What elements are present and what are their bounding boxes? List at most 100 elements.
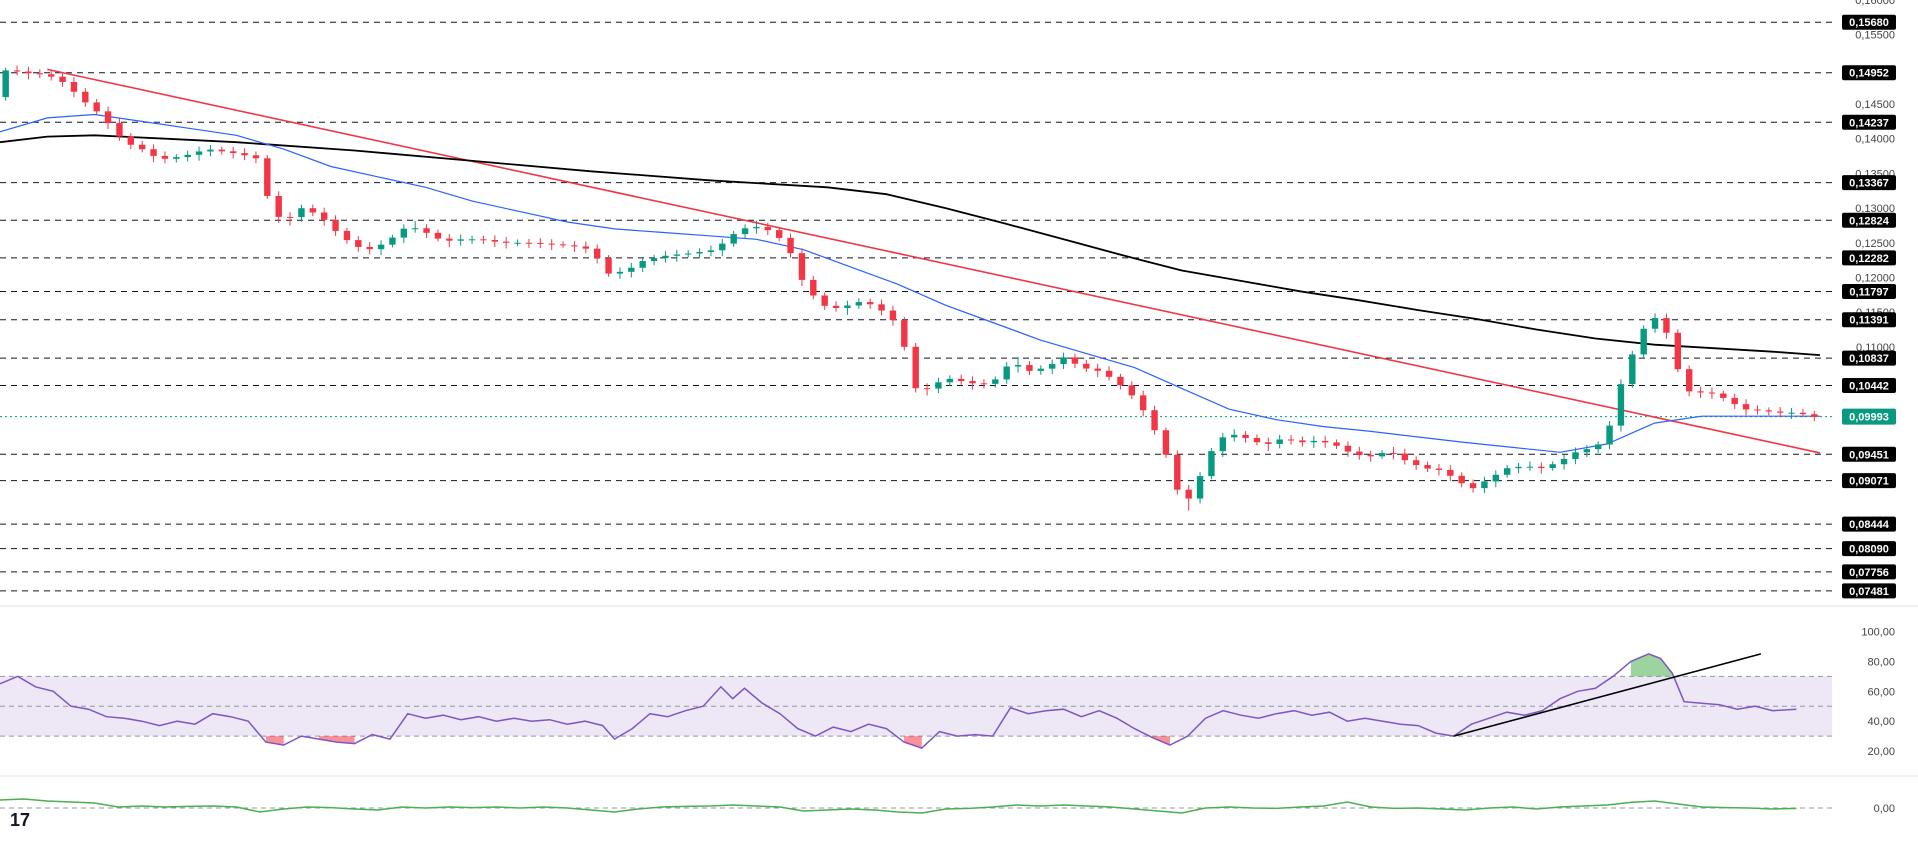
candle-body <box>400 228 408 238</box>
candle-body <box>309 208 317 213</box>
candle-body <box>1742 404 1750 410</box>
candle-body <box>423 228 430 233</box>
candle-body <box>1037 368 1045 371</box>
candle-body <box>1594 444 1602 450</box>
candle-body <box>1310 440 1318 443</box>
candle-body <box>1640 328 1647 355</box>
candle-body <box>582 246 590 249</box>
rsi-oversold-fill <box>265 736 284 746</box>
candle-body <box>218 149 226 152</box>
candle-body <box>1629 354 1636 385</box>
level-label-bg <box>1842 473 1896 489</box>
candle-body <box>1481 481 1488 489</box>
candle-body <box>241 153 248 156</box>
candle-body <box>1674 332 1682 370</box>
candle-body <box>1071 357 1079 364</box>
price-axis-tick-label: 0,12000 <box>1855 272 1895 284</box>
candle-body <box>548 243 555 245</box>
candle-body <box>355 240 362 247</box>
level-label-bg <box>1842 312 1896 328</box>
candle-body <box>593 248 601 259</box>
candle-body <box>1731 397 1738 405</box>
level-label: 0,13367 <box>1849 178 1889 190</box>
candle-body <box>138 144 146 150</box>
candle-body <box>36 73 44 75</box>
level-label: 0,10837 <box>1849 353 1889 365</box>
current-price-label-bg <box>1842 408 1896 425</box>
candle-body <box>673 254 681 256</box>
candle-body <box>1253 437 1261 443</box>
candle-body <box>2 70 9 98</box>
candle-body <box>855 302 863 306</box>
candle-body <box>1799 412 1807 415</box>
candle-body <box>1401 453 1409 461</box>
candle-body <box>332 219 339 231</box>
candle-body <box>946 378 954 383</box>
candle-body <box>969 381 976 384</box>
rsi-oversold-fill <box>904 736 922 749</box>
candle-body <box>1185 489 1192 499</box>
level-label: 0,11391 <box>1849 315 1888 327</box>
candle-body <box>1560 459 1568 465</box>
tradingview-logo: 17 <box>10 810 30 830</box>
candle-body <box>264 158 271 196</box>
candle-body <box>1139 395 1147 411</box>
rsi-line <box>0 653 1797 749</box>
level-label-bg <box>1842 541 1896 557</box>
candle-body <box>810 279 817 296</box>
candle-body <box>1424 465 1431 469</box>
candle-body <box>1333 442 1340 446</box>
candle-body <box>1219 437 1227 452</box>
level-label-bg <box>1842 446 1896 462</box>
grid-layer <box>0 605 1918 777</box>
candle-body <box>195 151 203 155</box>
candle-body <box>127 136 135 145</box>
candle-body <box>47 74 55 77</box>
candle-body <box>1094 368 1101 371</box>
candle-body <box>650 258 658 262</box>
candle-body <box>866 302 874 305</box>
rsi-oversold-fill <box>319 736 355 744</box>
level-labels-layer: 0,15680 0,14952 0,14237 0,13367 0,12824 0,122… <box>1842 14 1896 599</box>
level-label-bg <box>1842 175 1896 191</box>
candle-body <box>150 149 157 156</box>
candle-body <box>787 237 794 254</box>
candle-body <box>753 227 760 229</box>
candle-body <box>1117 376 1124 386</box>
rsi-band <box>0 676 1832 737</box>
candle-body <box>1583 449 1591 453</box>
level-label: 0,07756 <box>1849 567 1889 579</box>
candle-body <box>377 244 385 250</box>
candle-body <box>1105 370 1113 377</box>
candle-body <box>1720 393 1727 398</box>
candle-body <box>696 252 703 254</box>
candle-body <box>480 239 487 241</box>
candle-body <box>491 239 499 242</box>
level-label: 0,12282 <box>1849 253 1889 265</box>
candle-body <box>25 71 32 74</box>
candle-body <box>1128 385 1136 396</box>
candle-body <box>1412 460 1420 466</box>
rsi-axis-tick-label: 60,00 <box>1867 686 1895 698</box>
candle-body <box>889 310 897 321</box>
momentum-layer <box>0 798 1832 814</box>
candle-body <box>1526 466 1534 468</box>
candle-body <box>468 239 476 241</box>
level-label-bg <box>1842 14 1896 30</box>
candle-body <box>1196 476 1204 499</box>
candle-body <box>1811 414 1818 417</box>
rsi-band-layer <box>0 675 1832 737</box>
candle-body <box>457 239 464 241</box>
candle-body <box>1276 439 1283 444</box>
candle-body <box>514 242 521 244</box>
candle-body <box>184 154 191 158</box>
candle-body <box>1765 410 1773 412</box>
level-label: 0,12824 <box>1849 215 1890 227</box>
candle-body <box>605 258 612 274</box>
candle-body <box>1003 366 1010 380</box>
candle-body <box>1151 410 1158 431</box>
level-label: 0,09451 <box>1849 449 1889 461</box>
candle-body <box>1287 439 1295 441</box>
